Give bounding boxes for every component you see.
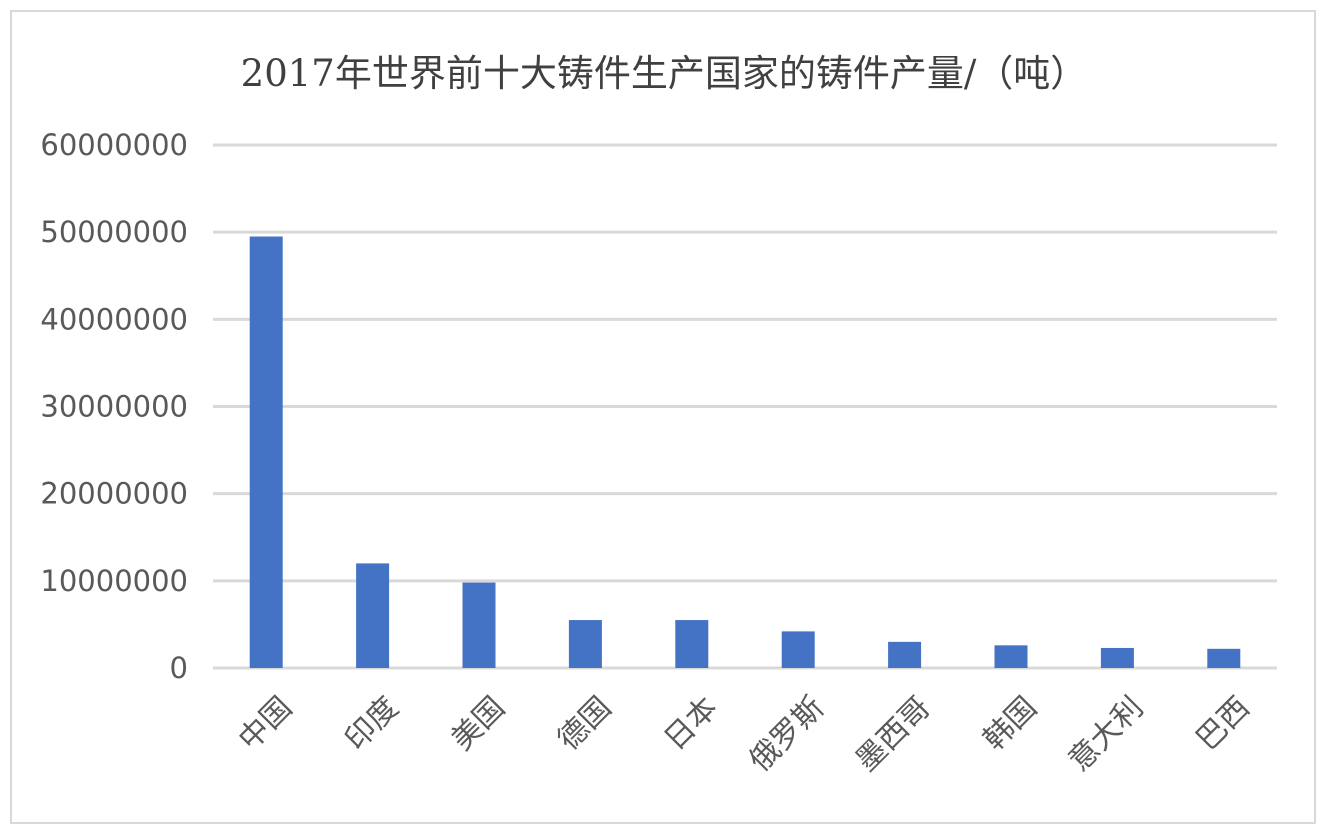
chart-title: 2017年世界前十大铸件生产国家的铸件产量/（吨） (241, 52, 1088, 95)
bar-6 (888, 641, 922, 668)
bars (249, 236, 1241, 668)
bar-1 (356, 563, 390, 668)
y-tick-label: 60000000 (40, 128, 188, 162)
bar-4 (675, 620, 709, 668)
x-tick-label: 俄罗斯 (743, 690, 831, 778)
y-tick-label: 10000000 (40, 564, 188, 598)
bar-9 (1207, 648, 1241, 668)
x-tick-label: 日本 (658, 690, 725, 757)
x-tick-label: 墨西哥 (849, 690, 937, 778)
x-axis-tick-labels: 中国 印度 美国 德国 日本 俄罗斯 墨西哥 韩国 意大利 巴西 (232, 690, 1257, 778)
bar-2 (462, 582, 496, 668)
y-tick-label: 20000000 (40, 477, 188, 511)
bar-8 (1100, 647, 1134, 668)
x-tick-label: 美国 (445, 690, 512, 757)
bar-7 (994, 645, 1028, 668)
x-tick-label: 德国 (551, 690, 618, 757)
x-tick-label: 意大利 (1062, 690, 1150, 778)
x-tick-label: 中国 (232, 690, 299, 757)
x-tick-label: 印度 (338, 690, 405, 757)
y-axis-tick-labels: 0 10000000 20000000 30000000 40000000 5000000… (40, 128, 188, 685)
y-tick-label: 40000000 (40, 302, 188, 336)
bar-5 (781, 631, 815, 668)
y-tick-label: 0 (170, 651, 188, 685)
bar-3 (568, 620, 602, 668)
y-tick-label: 30000000 (40, 390, 188, 424)
x-tick-label: 巴西 (1190, 690, 1257, 757)
bar-0 (249, 236, 283, 668)
gridlines (213, 143, 1277, 670)
x-tick-label: 韩国 (977, 690, 1044, 757)
y-tick-label: 50000000 (40, 215, 188, 249)
